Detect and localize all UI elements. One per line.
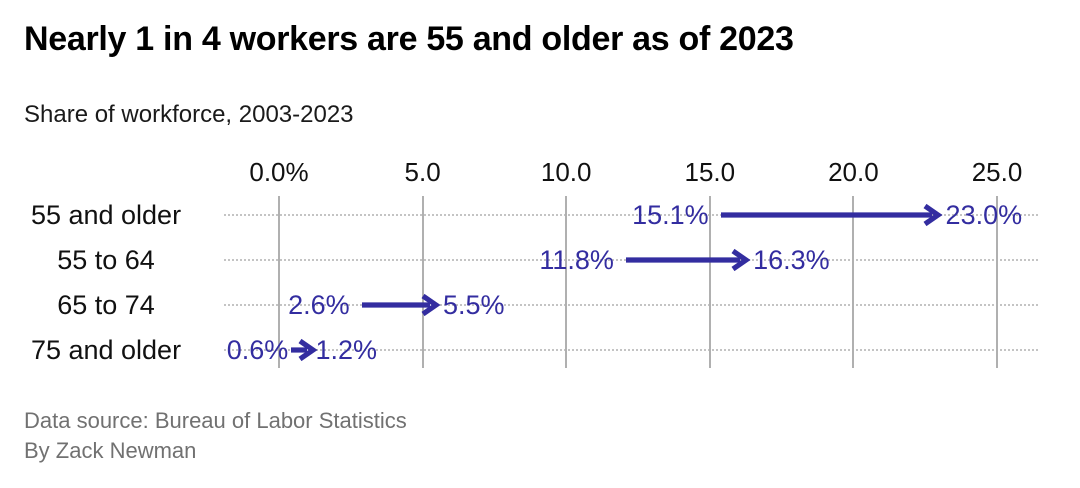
x-tick-label: 15.0 <box>684 157 736 187</box>
trend-arrow <box>291 338 319 362</box>
gridline <box>565 196 568 368</box>
category-label: 75 and older <box>30 335 182 365</box>
end-value-label: 16.3% <box>753 245 830 275</box>
chart-subtitle: Share of workforce, 2003-2023 <box>24 101 354 128</box>
gridline <box>996 196 998 368</box>
start-value-label: 11.8% <box>539 245 614 275</box>
x-tick-label: 25.0 <box>971 157 1023 187</box>
row-dotted-guide <box>224 304 1038 306</box>
end-value-label: 5.5% <box>442 290 505 320</box>
start-value-label: 2.6% <box>288 290 350 320</box>
trend-arrow <box>625 248 751 272</box>
start-value-label: 15.1% <box>632 200 709 230</box>
end-value-label: 1.2% <box>315 335 377 365</box>
x-tick-label: 10.0 <box>540 157 592 187</box>
gridline <box>278 196 280 368</box>
start-value-label: 0.6% <box>226 335 289 365</box>
category-label: 55 and older <box>30 200 182 230</box>
row-dotted-guide <box>224 349 1038 351</box>
trend-arrow <box>720 203 943 227</box>
trend-arrow <box>361 293 441 317</box>
x-tick-label: 20.0 <box>828 157 879 187</box>
x-tick-label: 0.0% <box>249 157 309 187</box>
end-value-label: 23.0% <box>945 200 1023 230</box>
category-label: 65 to 74 <box>57 290 155 320</box>
chart-title: Nearly 1 in 4 workers are 55 and older a… <box>24 20 794 58</box>
gridline <box>852 196 855 368</box>
x-tick-label: 5.0 <box>404 157 441 187</box>
byline: By Zack Newman <box>24 438 197 463</box>
category-label: 55 to 64 <box>57 245 155 275</box>
gridline <box>421 196 424 368</box>
gridline <box>708 196 711 368</box>
row-dotted-guide <box>224 214 1038 216</box>
data-source-note: Data source: Bureau of Labor Statistics <box>24 408 407 433</box>
